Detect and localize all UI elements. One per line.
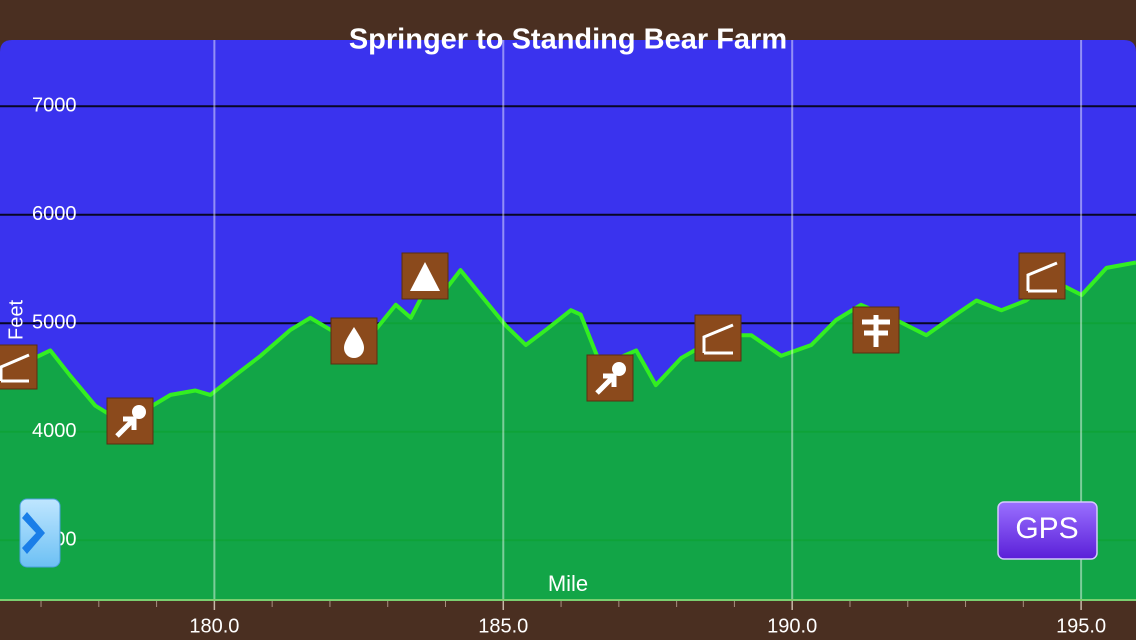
gps-button-label[interactable]: GPS [1015,512,1078,545]
elevation-line [0,260,1136,423]
y-tick-label: 6000 [32,203,77,225]
x-tick-label: 195.0 [1056,615,1106,637]
x-axis-label: Mile [548,571,588,596]
elevation-area [0,262,1136,600]
waypoint-icons [0,252,1066,445]
trailhead-icon[interactable] [586,354,634,402]
water-icon[interactable] [330,317,378,365]
y-tick-label: 5000 [32,312,77,334]
shelter-icon[interactable] [694,314,742,362]
expand-button[interactable] [19,498,61,568]
x-tick-label: 180.0 [189,615,239,637]
trailhead-icon[interactable] [106,397,154,445]
shelter-icon[interactable] [0,344,38,390]
y-tick-label: 7000 [32,94,77,116]
x-tick-label: 185.0 [478,615,528,637]
plot-area: 30004000500060007000 [0,40,1136,600]
chart-title: Springer to Standing Bear Farm [349,24,787,56]
y-axis-label: Feet [5,300,27,340]
y-tick-label: 4000 [32,420,77,442]
shelter-icon[interactable] [1018,252,1066,300]
signpost-icon[interactable] [852,306,900,354]
peak-icon[interactable] [401,252,449,300]
gps-button[interactable]: GPS [997,501,1098,560]
gps-button-bg[interactable] [997,501,1098,560]
expand-chevron[interactable] [22,512,45,554]
x-tick-label: 190.0 [767,615,817,637]
